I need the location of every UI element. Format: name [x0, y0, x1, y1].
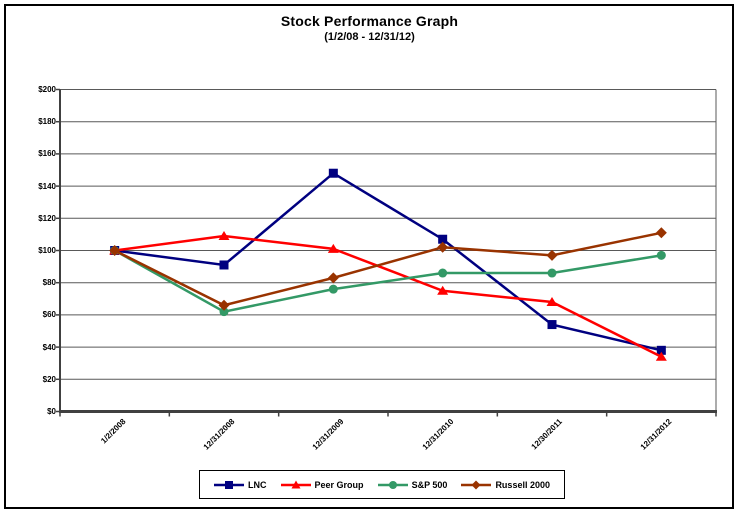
series-marker-russell-2000 [218, 299, 230, 311]
y-axis-tick-label: $0 [47, 407, 56, 416]
series-marker-s-p-500 [547, 268, 557, 278]
series-marker-s-p-500 [438, 268, 448, 278]
legend-label-peer-group: Peer Group [314, 479, 364, 490]
peer-group-triangle-legend-icon [280, 480, 311, 488]
legend-label-lnc: LNC [248, 479, 267, 490]
series-marker-russell-2000 [655, 227, 667, 239]
legend-label-s-p-500: S&P 500 [411, 479, 448, 490]
legend-item-peer-group: Peer Group [280, 479, 364, 491]
y-axis-tick-label: $80 [42, 278, 56, 288]
series-marker-peer-group [327, 243, 339, 253]
series-marker-s-p-500 [656, 250, 666, 260]
series-line-peer-group [114, 234, 662, 358]
legend-item-lnc: LNC [214, 479, 267, 491]
series-marker-russell-2000 [437, 241, 449, 253]
legend-item-russell-2000: Russell 2000 [461, 479, 550, 491]
series-marker-russell-2000 [109, 245, 121, 256]
series-marker-lnc [547, 320, 557, 330]
y-axis-tick-label: $20 [42, 374, 56, 384]
series-marker-peer-group [218, 231, 230, 241]
series-marker-lnc [219, 260, 229, 270]
y-axis-tick-label: $120 [38, 213, 56, 223]
y-axis-tick-label: $60 [42, 310, 56, 320]
series-marker-peer-group [437, 285, 449, 295]
series-line-lnc [114, 171, 662, 352]
series-marker-s-p-500 [219, 307, 229, 317]
y-axis-tick-label: $100 [38, 246, 56, 255]
series-marker-lnc [438, 234, 448, 244]
lnc-square-legend-icon [214, 480, 245, 489]
legend-label-russell-2000: Russell 2000 [495, 479, 550, 490]
series-marker-peer-group [546, 297, 558, 307]
series-marker-lnc [328, 168, 338, 178]
chart-title: Stock Performance Graph [280, 13, 459, 29]
series-marker-peer-group [655, 351, 667, 361]
series-marker-lnc [656, 345, 666, 355]
y-axis-tick-label: $140 [38, 181, 56, 191]
y-axis-tick-label: $160 [38, 149, 56, 159]
series-marker-russell-2000 [546, 249, 558, 261]
legend: LNC Peer Group S&P 500 Russell 2000 [199, 470, 565, 499]
legend-item-s-p-500: S&P 500 [377, 479, 448, 491]
y-axis-tick-label: $200 [38, 85, 56, 94]
title-block: Stock Performance Graph (1/2/08 - 12/31/… [0, 13, 739, 44]
s-p-500-circle-legend-icon [377, 480, 408, 489]
y-axis-tick-label: $180 [38, 117, 56, 127]
russell-2000-diamond-legend-icon [461, 480, 492, 489]
series-marker-russell-2000 [327, 272, 339, 284]
series-marker-s-p-500 [328, 284, 338, 294]
y-axis-tick-label: $40 [42, 342, 56, 352]
chart-subtitle: (1/2/08 - 12/31/12) [324, 30, 415, 43]
series-line-s-p-500 [114, 249, 662, 313]
series-line-russell-2000 [114, 231, 662, 307]
